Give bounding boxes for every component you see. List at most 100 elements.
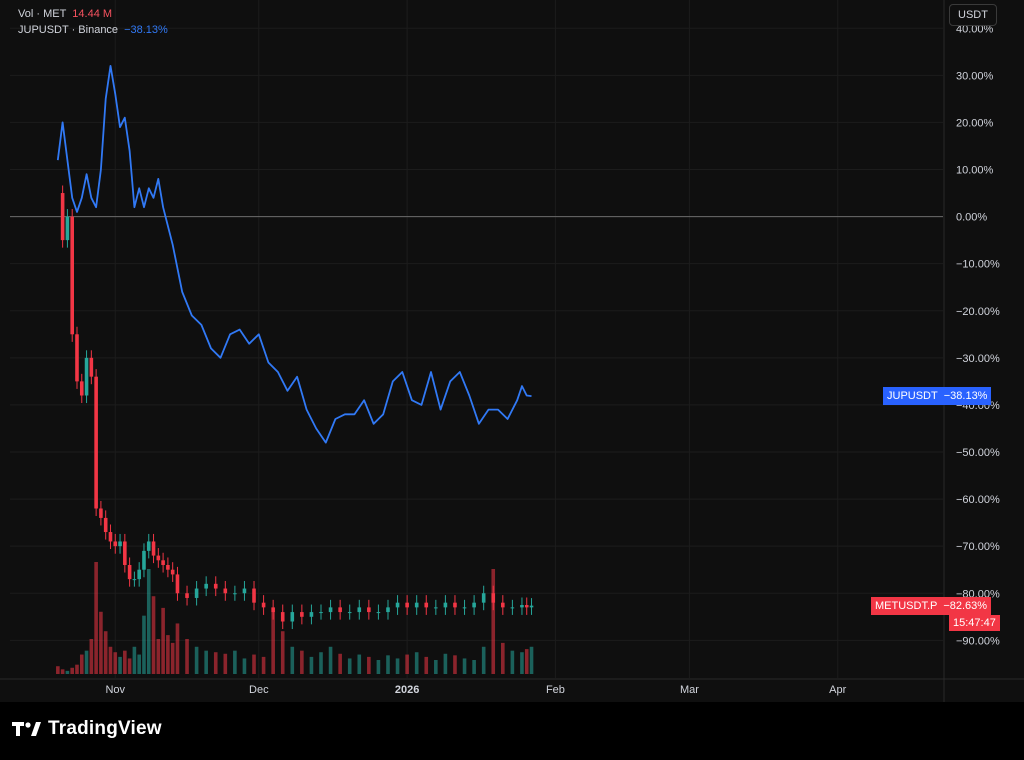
met-tag-name: METUSDT.P	[875, 599, 938, 612]
candle-body	[94, 376, 98, 509]
candle-body	[271, 607, 275, 613]
jup-legend: JUPUSDT · Binance −38.13%	[18, 24, 168, 36]
y-tick-label: −90.00%	[956, 635, 1000, 647]
volume-bar	[405, 654, 409, 674]
candle-body	[170, 569, 175, 575]
candle-body	[510, 607, 515, 609]
chart-plot[interactable]: 40.00% 30.00% 20.00% 10.00% 0.00% −10.00% −20.…	[0, 0, 1024, 702]
volume-bar	[376, 660, 381, 674]
candle-body	[300, 612, 304, 617]
candle-body	[70, 216, 74, 335]
candle-body	[347, 612, 352, 614]
volume-bar	[170, 642, 175, 674]
candle-body	[185, 593, 189, 598]
jup-series-line	[56, 65, 532, 444]
volume-bar	[443, 653, 448, 674]
candle-body	[65, 216, 70, 241]
candle-body	[161, 560, 165, 565]
y-tick-label: 30.00%	[956, 70, 994, 82]
candle-body	[132, 579, 137, 581]
volume-bar	[166, 635, 170, 674]
volume-bar	[161, 607, 165, 674]
candle-body	[213, 583, 218, 589]
candle-body	[280, 612, 285, 622]
x-tick-label: Feb	[546, 684, 565, 696]
candle-body	[137, 569, 141, 580]
candle-body	[414, 602, 419, 608]
volume-bar	[123, 650, 127, 674]
volume-bar	[146, 569, 151, 674]
volume-bar	[175, 623, 180, 674]
candle-body	[118, 541, 122, 547]
candle-body	[443, 602, 448, 608]
volume-bar	[328, 646, 333, 674]
volume-bar	[319, 652, 323, 674]
candle-body	[319, 612, 323, 614]
volume-bar	[127, 658, 132, 674]
y-tick-label: 20.00%	[956, 117, 994, 129]
volume-bar	[151, 596, 156, 674]
candle-body	[481, 593, 486, 603]
candle-body	[453, 602, 457, 608]
candle-body	[309, 612, 314, 617]
candle-body	[367, 607, 371, 613]
candle-body	[290, 612, 295, 622]
volume-bar	[60, 669, 65, 674]
volume-bar	[84, 650, 89, 674]
candle-body	[166, 565, 170, 570]
volume-bar	[89, 639, 94, 674]
candle-body	[529, 605, 534, 608]
x-tick-label: 2026	[395, 684, 419, 696]
candle-body	[194, 588, 199, 598]
candle-body	[113, 541, 118, 547]
volume-bar	[233, 650, 237, 674]
tradingview-logo-icon	[12, 722, 41, 736]
volume-bar	[79, 654, 84, 674]
volume-bar	[132, 646, 137, 674]
candle-body	[338, 607, 342, 613]
volume-bar	[395, 658, 400, 674]
tradingview-logo[interactable]: TradingView	[12, 718, 162, 740]
volume-bar	[261, 656, 266, 674]
volume-bar	[280, 631, 285, 674]
volume-bar	[113, 652, 118, 674]
candle-body	[123, 541, 127, 565]
volume-bar	[357, 654, 362, 674]
volume-bar	[481, 646, 486, 674]
jup-legend-label: JUPUSDT · Binance	[18, 24, 119, 36]
volume-bar	[75, 664, 79, 674]
candle-body	[386, 607, 390, 613]
candle-body	[84, 357, 89, 396]
volume-bar	[347, 658, 352, 674]
y-tick-label: −70.00%	[956, 541, 1000, 553]
candle-body	[357, 607, 362, 613]
y-tick-label: −20.00%	[956, 306, 1000, 318]
volume-legend: Vol · MET 14.44 M	[18, 8, 112, 20]
candle-body	[99, 508, 103, 518]
volume-bar	[108, 646, 113, 674]
volume-bar	[290, 646, 295, 674]
candle-body	[75, 334, 79, 382]
candle-body	[462, 607, 467, 609]
jup-legend-value: −38.13%	[124, 24, 168, 36]
unit-button[interactable]: USDT	[949, 4, 997, 26]
volume-bar	[142, 615, 146, 674]
met-time-tag: 15:47:47	[949, 614, 1000, 631]
brand-name: TradingView	[48, 718, 162, 739]
volume-bar	[491, 569, 496, 674]
candle-body	[108, 532, 113, 542]
chart-area[interactable]: 40.00% 30.00% 20.00% 10.00% 0.00% −10.00% −20.…	[0, 0, 1024, 702]
volume-bar	[252, 654, 256, 674]
y-tick-label: −60.00%	[956, 494, 1000, 506]
volume-bar	[338, 653, 342, 674]
volume-bar	[300, 650, 304, 674]
volume-bar	[70, 667, 74, 674]
volume-bar	[414, 652, 419, 674]
volume-bar	[137, 654, 141, 674]
candle-body	[142, 550, 146, 570]
candle-body	[424, 602, 429, 608]
candle-body	[434, 607, 438, 609]
candle-body	[491, 593, 496, 603]
candle-body	[501, 602, 505, 608]
candle-body	[472, 602, 476, 608]
